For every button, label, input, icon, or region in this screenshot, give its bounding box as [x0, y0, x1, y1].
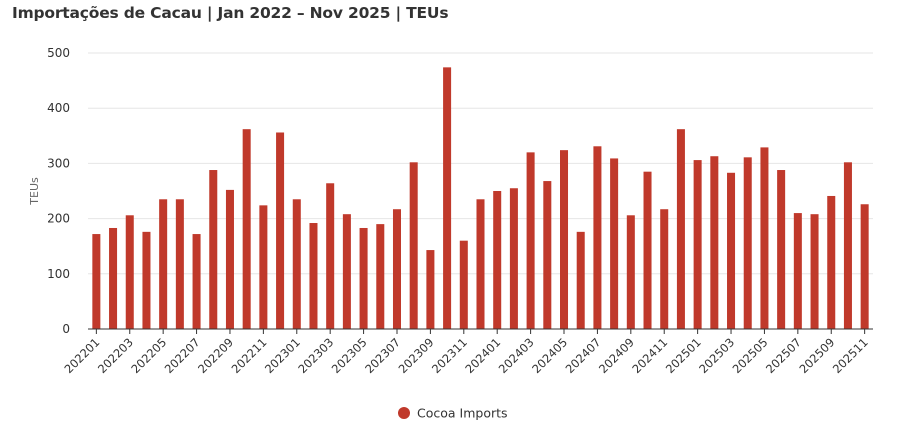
bar[interactable] — [309, 223, 318, 329]
bar[interactable] — [392, 209, 401, 329]
chart-title: Importações de Cacau | Jan 2022 – Nov 20… — [12, 4, 449, 22]
x-tick-label: 202305 — [329, 335, 370, 376]
x-tick-label: 202311 — [429, 335, 470, 376]
bar[interactable] — [676, 129, 685, 329]
x-tick-label: 202511 — [830, 335, 871, 376]
bar[interactable] — [643, 171, 652, 329]
x-tick-label: 202405 — [529, 335, 570, 376]
x-tick-label: 202411 — [629, 335, 670, 376]
bar[interactable] — [476, 199, 485, 329]
bar[interactable] — [843, 162, 852, 329]
x-tick-label: 202507 — [763, 335, 804, 376]
bar[interactable] — [626, 215, 635, 329]
x-tick-label: 202401 — [462, 335, 503, 376]
bar[interactable] — [860, 204, 869, 329]
bar[interactable] — [426, 250, 435, 329]
bar[interactable] — [175, 199, 184, 329]
bar[interactable] — [443, 67, 452, 330]
x-tick-label: 202407 — [563, 335, 604, 376]
bar[interactable] — [409, 162, 418, 329]
bar[interactable] — [209, 170, 218, 329]
y-tick-label: 300 — [47, 156, 70, 170]
x-tick-label: 202201 — [62, 335, 103, 376]
bar[interactable] — [259, 205, 268, 329]
bar[interactable] — [92, 234, 101, 329]
bar[interactable] — [276, 132, 285, 329]
x-tick-label: 202505 — [730, 335, 771, 376]
bar[interactable] — [710, 156, 719, 329]
bar[interactable] — [777, 170, 786, 329]
bar[interactable] — [509, 188, 518, 329]
x-tick-label: 202301 — [262, 335, 303, 376]
x-tick-label: 202209 — [195, 335, 236, 376]
bar[interactable] — [292, 199, 301, 329]
x-tick-label: 202205 — [128, 335, 169, 376]
bar[interactable] — [693, 160, 702, 329]
bar[interactable] — [793, 213, 802, 329]
x-tick-label: 202303 — [295, 335, 336, 376]
bar[interactable] — [760, 147, 769, 329]
x-tick-label: 202501 — [663, 335, 704, 376]
bar[interactable] — [459, 240, 468, 329]
bar[interactable] — [827, 195, 836, 329]
bar[interactable] — [159, 199, 168, 329]
bar[interactable] — [359, 227, 368, 329]
x-tick-label: 202307 — [362, 335, 403, 376]
y-tick-label: 200 — [47, 212, 70, 226]
legend-marker[interactable] — [398, 407, 410, 419]
bar[interactable] — [493, 191, 502, 329]
bar[interactable] — [743, 157, 752, 329]
y-axis-label: TEUs — [28, 177, 41, 206]
x-tick-label: 202207 — [162, 335, 203, 376]
bar[interactable] — [610, 158, 619, 329]
y-tick-label: 100 — [47, 267, 70, 281]
bar[interactable] — [225, 189, 234, 329]
bar[interactable] — [342, 214, 351, 329]
x-tick-label: 202403 — [496, 335, 537, 376]
bar[interactable] — [192, 234, 201, 329]
y-tick-label: 400 — [47, 101, 70, 115]
x-tick-label: 202309 — [396, 335, 437, 376]
x-tick-label: 202509 — [796, 335, 837, 376]
y-tick-label: 500 — [47, 46, 70, 60]
bar[interactable] — [543, 181, 552, 329]
bar[interactable] — [810, 214, 819, 329]
bar[interactable] — [576, 231, 585, 329]
bar[interactable] — [109, 227, 118, 329]
bar[interactable] — [125, 215, 134, 329]
bar[interactable] — [142, 231, 151, 329]
x-tick-label: 202211 — [229, 335, 270, 376]
legend-label[interactable]: Cocoa Imports — [417, 406, 508, 421]
bar[interactable] — [326, 183, 335, 329]
bar[interactable] — [242, 129, 251, 329]
bar[interactable] — [376, 224, 385, 329]
bar[interactable] — [526, 152, 535, 329]
x-tick-label: 202409 — [596, 335, 637, 376]
x-tick-label: 202203 — [95, 335, 136, 376]
bar[interactable] — [560, 150, 569, 329]
y-tick-label: 0 — [62, 322, 70, 336]
x-tick-label: 202503 — [696, 335, 737, 376]
bar[interactable] — [727, 172, 736, 329]
bar[interactable] — [660, 209, 669, 329]
bar[interactable] — [593, 146, 602, 329]
